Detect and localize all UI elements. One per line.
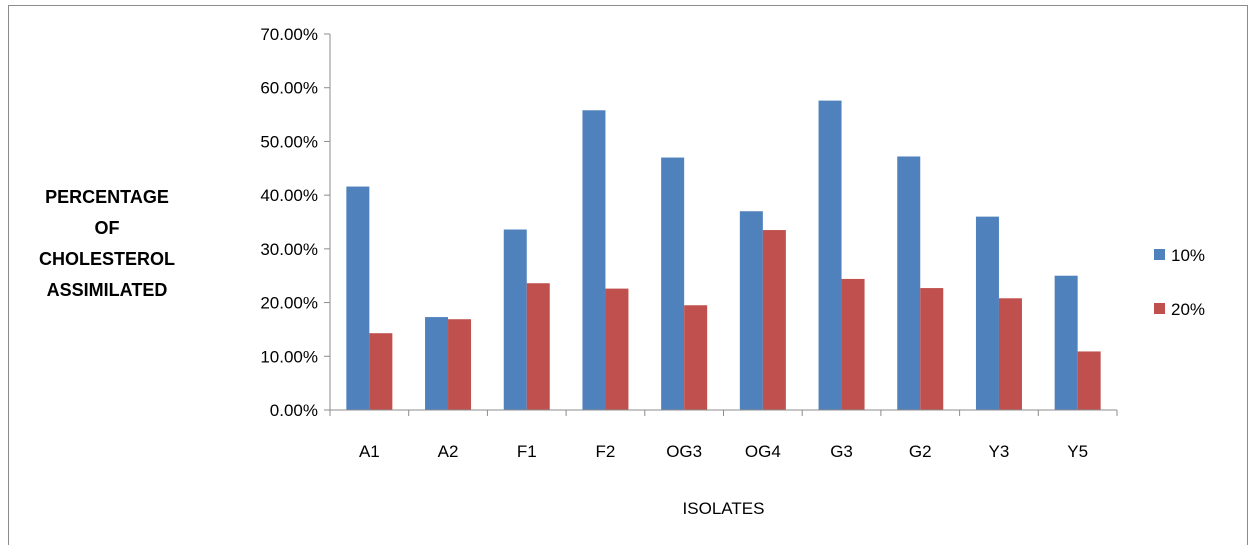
bars-layer (346, 100, 1101, 410)
axes-layer (324, 33, 1118, 416)
bar-a2-series-1 (425, 317, 449, 410)
y-tick-label: 40.00% (260, 186, 318, 205)
bar-y5-series-1 (1054, 275, 1078, 410)
bar-f1-series-1 (503, 229, 527, 410)
y-axis-title: PERCENTAGE OF CHOLESTEROL ASSIMILATED (39, 187, 175, 300)
bar-a1-series-2 (369, 333, 393, 410)
bar-f2-series-2 (605, 288, 629, 410)
x-tick-label-g3: G3 (830, 442, 853, 461)
y-axis-title-line: ASSIMILATED (47, 280, 168, 300)
y-tick-label: 20.00% (260, 294, 318, 313)
bar-og4-series-2 (762, 230, 786, 410)
bar-g2-series-1 (897, 156, 921, 410)
bar-y5-series-2 (1077, 351, 1101, 410)
bar-f1-series-2 (526, 283, 550, 410)
y-tick-label: 0.00% (270, 401, 318, 420)
x-tick-label-g2: G2 (909, 442, 932, 461)
x-tick-label-a1: A1 (359, 442, 380, 461)
bar-og3-series-1 (661, 157, 685, 410)
bar-f2-series-1 (582, 110, 606, 410)
x-tick-label-f2: F2 (596, 442, 616, 461)
y-tick-label: 70.00% (260, 25, 318, 44)
legend-label-series-1: 10% (1171, 246, 1205, 265)
y-axis-title-line: OF (95, 218, 120, 238)
bar-g2-series-2 (920, 288, 944, 410)
labels-layer: PERCENTAGE OF CHOLESTEROL ASSIMILATED ISOLA… (39, 25, 1088, 518)
y-tick-label: 30.00% (260, 240, 318, 259)
x-tick-label-og3: OG3 (666, 442, 702, 461)
x-axis-title: ISOLATES (683, 499, 765, 518)
y-tick-label: 10.00% (260, 347, 318, 366)
x-tick-label-f1: F1 (517, 442, 537, 461)
bar-g3-series-2 (841, 278, 865, 410)
legend-swatch-series-2 (1154, 303, 1165, 314)
legend-label-series-2: 20% (1171, 300, 1205, 319)
x-tick-label-og4: OG4 (745, 442, 781, 461)
bar-a2-series-2 (448, 319, 472, 410)
bar-og3-series-2 (684, 305, 708, 410)
y-axis-title-line: CHOLESTEROL (39, 249, 175, 269)
y-tick-label: 60.00% (260, 79, 318, 98)
chart-frame (8, 5, 1248, 545)
y-tick-label: 50.00% (260, 132, 318, 151)
bar-g3-series-1 (818, 100, 842, 410)
bar-y3-series-2 (998, 298, 1022, 410)
legend: 10% 20% (1154, 246, 1205, 319)
legend-swatch-series-1 (1154, 249, 1165, 260)
y-axis-title-line: PERCENTAGE (45, 187, 169, 207)
x-tick-label-y5: Y5 (1067, 442, 1088, 461)
bar-og4-series-1 (739, 211, 763, 410)
x-tick-label-y3: Y3 (989, 442, 1010, 461)
bar-y3-series-1 (975, 216, 999, 410)
bar-a1-series-1 (346, 186, 370, 410)
x-tick-label-a2: A2 (438, 442, 459, 461)
